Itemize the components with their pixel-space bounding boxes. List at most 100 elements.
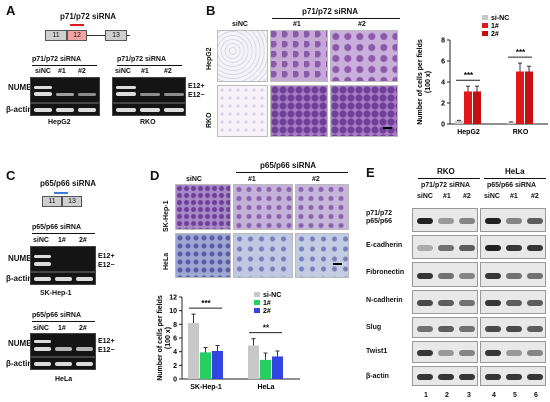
bar (455, 121, 463, 124)
panel-d-row-2: HeLa (163, 253, 171, 270)
y-tick-label: 8 (441, 38, 445, 45)
y-axis-label-line2: (100 x) (425, 71, 432, 93)
x-tick-label: HepG2 (457, 129, 480, 136)
panel-d-col-2: #1 (248, 176, 256, 184)
legend-label: si-NC (491, 15, 509, 22)
legend-swatch (482, 31, 488, 36)
band (55, 277, 72, 281)
panel-e-lane-number-3: 3 (467, 392, 471, 400)
panel-e-lane-number-5: 5 (513, 392, 517, 400)
exon-c-13: 13 (62, 196, 82, 207)
gel-c1-lane-2: 1# (58, 237, 66, 245)
panel-e-group2-cell: HeLa (505, 168, 525, 176)
western-blot-band (459, 350, 475, 356)
legend-label: 2# (491, 31, 499, 38)
significance-label: *** (464, 71, 474, 80)
panel-b-row-1: HepG2 (206, 47, 214, 70)
legend-swatch (254, 300, 260, 305)
micrograph-b-hepg2-2 (330, 30, 398, 82)
bar (200, 352, 211, 379)
band (76, 277, 93, 281)
y-tick-label: 6 (441, 59, 445, 66)
western-blot-strip (480, 290, 546, 314)
legend-swatch (254, 292, 260, 297)
panel-b-row-2: RKO (206, 112, 214, 128)
western-blot-band (459, 300, 475, 306)
panel-label-c: C (6, 168, 15, 183)
y-tick-label: 4 (173, 349, 177, 356)
western-blot-band (459, 326, 475, 332)
panel-b-header: p71/p72 siRNA (302, 8, 358, 16)
gel-c2-lane-1: siNC (33, 325, 49, 333)
bar (272, 356, 283, 379)
western-blot-band (527, 326, 543, 332)
western-blot-band (485, 273, 501, 279)
legend-swatch (482, 15, 488, 20)
panel-e-lane-3: #2 (463, 193, 471, 201)
gel-c2-row-numb: NUMB (8, 340, 32, 348)
western-blot-band (417, 245, 433, 251)
band (34, 277, 51, 281)
western-blot-band (459, 245, 475, 251)
western-blot-band (527, 350, 543, 356)
band (55, 362, 72, 366)
western-blot-row-label: β-actin (366, 373, 389, 381)
band (78, 93, 96, 96)
western-blot-band (506, 218, 522, 224)
western-blot-strip (412, 235, 478, 259)
western-blot-band (485, 245, 501, 251)
panel-e-lane-5: #1 (510, 193, 518, 201)
y-tick-label: 12 (169, 295, 177, 302)
panel-label-a: A (6, 3, 15, 18)
gel-c2-lane-2: 1# (58, 325, 66, 333)
western-blot-strip (480, 317, 546, 338)
significance-label: *** (201, 299, 211, 308)
gel-c2-lane-3: 2# (79, 325, 87, 333)
gel-a1-underline (32, 65, 97, 66)
western-blot-row-label: N-cadherin (366, 297, 403, 305)
western-blot-strip (412, 366, 478, 386)
panel-e-group1-underline (418, 178, 480, 179)
gel-a1-lane-3: #2 (78, 68, 86, 76)
band (34, 340, 51, 343)
gel-a1-lane-1: siNC (35, 68, 51, 76)
western-blot-band (506, 245, 522, 251)
y-axis-label-line2: (100 x) (165, 327, 172, 349)
exon-c-11: 11 (42, 196, 62, 207)
legend-label: 1# (491, 23, 499, 30)
gel-c1-band-e12plus: E12+ (98, 253, 115, 261)
micrograph-b-rko-sinc (217, 85, 268, 137)
panel-e-group2-underline (484, 178, 546, 179)
exon-12: 12 (67, 30, 87, 41)
band (56, 93, 74, 96)
gel-c2-underline (32, 321, 95, 322)
western-blot-band (417, 300, 433, 306)
western-blot-band (527, 300, 543, 306)
western-blot-strip (412, 341, 478, 363)
gel-c1-band-e12minus: E12− (98, 262, 115, 270)
gel-c1-lane-1: siNC (33, 237, 49, 245)
micrograph-b-rko-2 (330, 85, 398, 137)
band (34, 262, 51, 266)
band (116, 92, 136, 96)
gel-a2-cell-line: RKO (140, 119, 156, 127)
panel-e-lane-number-1: 1 (424, 392, 428, 400)
western-blot-band (485, 374, 501, 380)
band (78, 108, 96, 112)
gel-a2-title: p71/p72 siRNA (117, 56, 166, 64)
scale-bar (383, 127, 392, 129)
panel-b-col-1: siNC (232, 21, 248, 29)
y-tick-label: 0 (441, 122, 445, 129)
panel-label-d: D (150, 168, 159, 183)
band (55, 347, 72, 351)
bar (248, 346, 259, 379)
western-blot-band (506, 300, 522, 306)
band (56, 108, 74, 112)
band (140, 108, 160, 112)
panel-d-underline (236, 172, 348, 173)
panel-e-lane-2: #1 (443, 193, 451, 201)
band (140, 93, 160, 96)
gel-c2-row-actin: β-actin (6, 360, 32, 368)
gel-c2-actin (30, 357, 96, 370)
y-axis-label-line1: Number of cells per fields (417, 39, 424, 125)
